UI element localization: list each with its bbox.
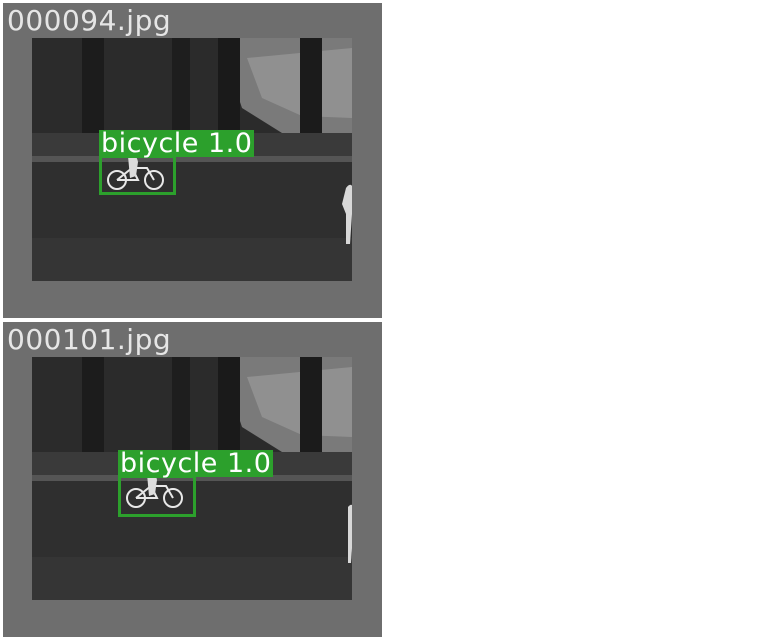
thermal-scene-image <box>32 38 352 281</box>
thermal-scene-image <box>32 357 352 600</box>
image-filename: 000094.jpg <box>7 4 172 37</box>
image-panel-1: 000094.jpg <box>3 3 382 318</box>
detection-label: bicycle 1.0 <box>99 128 255 159</box>
scene-graphic <box>32 38 352 281</box>
detection-box <box>99 155 176 195</box>
image-filename: 000101.jpg <box>7 323 172 356</box>
detection-label: bicycle 1.0 <box>118 448 274 479</box>
scene-graphic <box>32 357 352 600</box>
image-panel-2: 000101.jpg bicycle 1.0 <box>3 322 382 637</box>
detection-box <box>118 475 196 517</box>
